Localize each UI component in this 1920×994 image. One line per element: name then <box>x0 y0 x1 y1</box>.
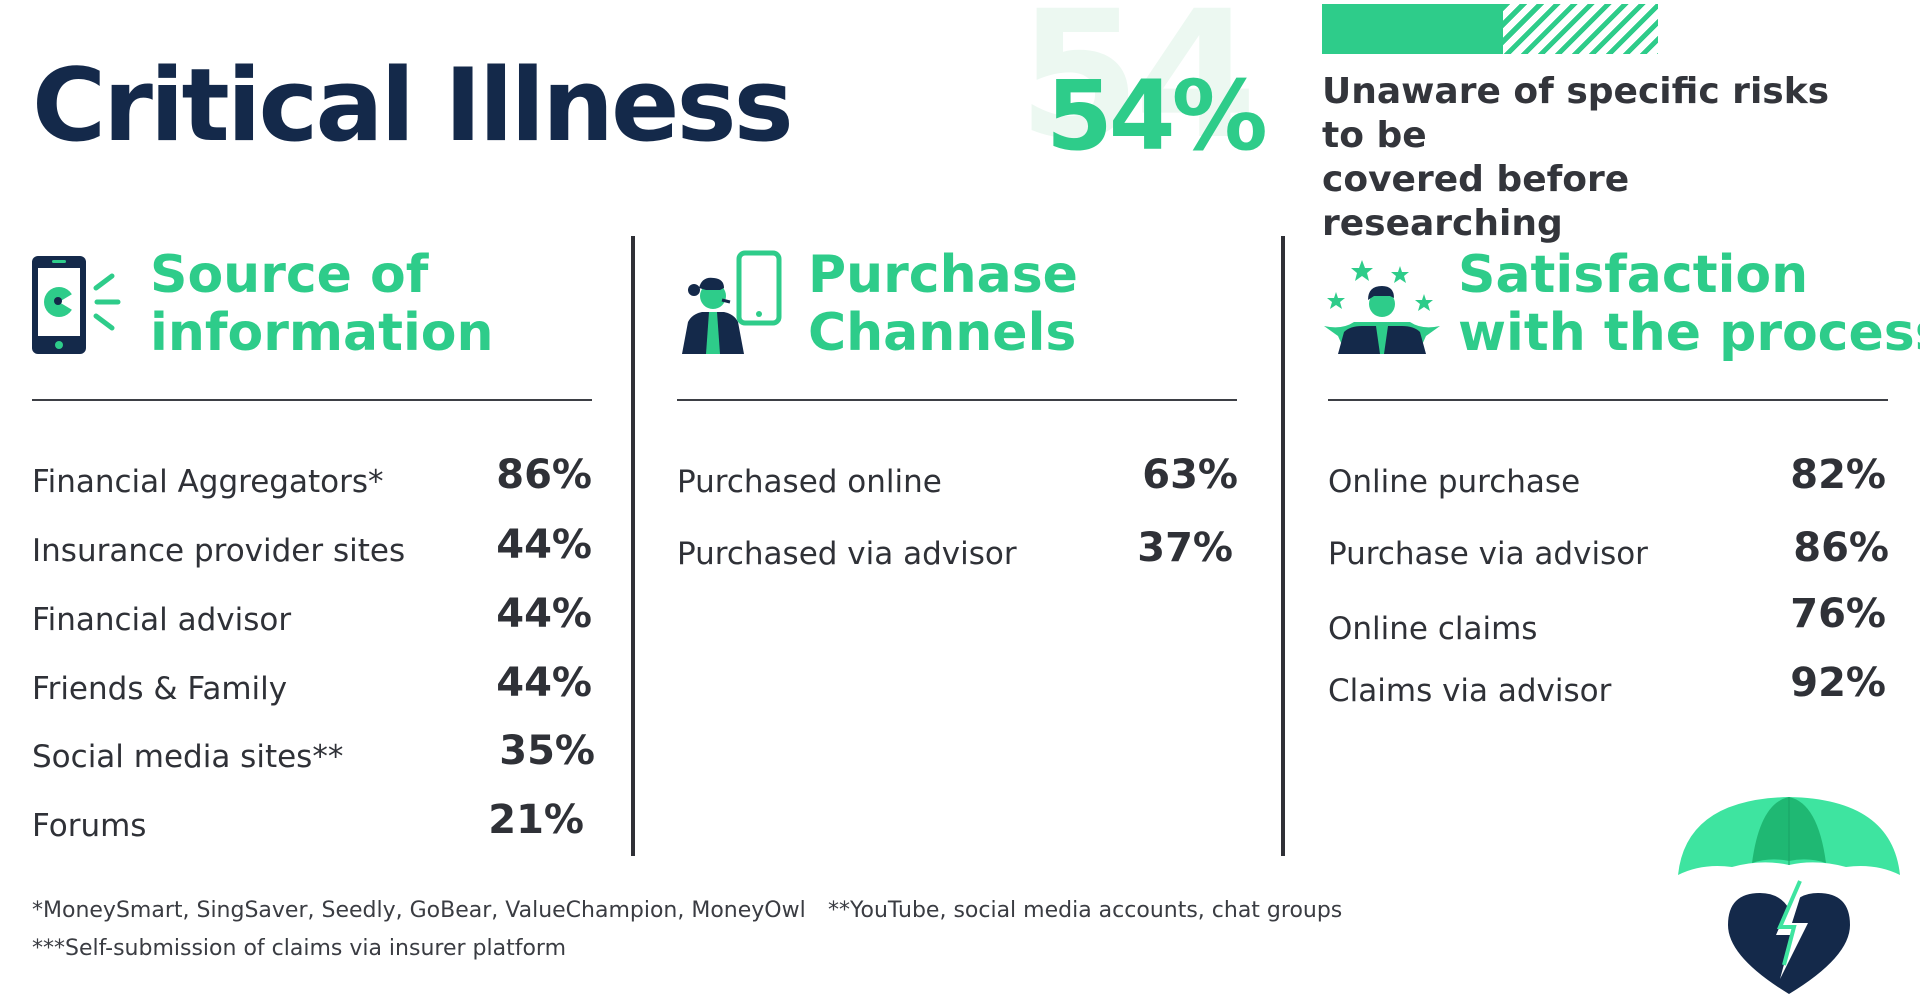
purchase-row-value: 63% <box>1142 452 1238 498</box>
highlight-caption: Unaware of specific risks to be covered … <box>1322 70 1882 246</box>
purchase-row-label: Purchased online <box>677 464 942 500</box>
section-heading-source: Source of information <box>150 245 494 363</box>
footnote-claims: ***Self-submission of claims via insurer… <box>32 936 567 961</box>
background-number: 54 <box>1018 0 1257 178</box>
section-heading-purchase: Purchase Channels <box>808 245 1078 363</box>
source-row-label: Social media sites** <box>32 739 344 775</box>
satisfaction-row-value: 82% <box>1790 452 1886 498</box>
section-underline <box>677 399 1237 401</box>
page-title: Critical Illness <box>32 46 794 164</box>
source-row-label: Financial advisor <box>32 602 292 638</box>
person-stars-icon <box>1324 260 1440 354</box>
satisfaction-row-label: Online purchase <box>1328 464 1581 500</box>
purchase-row-label: Purchased via advisor <box>677 536 1017 572</box>
satisfaction-row-label: Online claims <box>1328 611 1538 647</box>
satisfaction-row-value: 86% <box>1793 525 1889 571</box>
source-row-value: 21% <box>488 797 584 843</box>
source-row-label: Friends & Family <box>32 671 288 707</box>
source-row-label: Insurance provider sites <box>32 533 406 569</box>
highlight-stat: 54% <box>1046 60 1268 172</box>
satisfaction-row-value: 92% <box>1790 660 1886 706</box>
highlight-progress-bar <box>1322 4 1658 54</box>
section-heading-satisfaction: Satisfaction with the process <box>1458 245 1920 363</box>
source-row-label: Financial Aggregators* <box>32 464 384 500</box>
satisfaction-row-label: Claims via advisor <box>1328 673 1612 709</box>
purchase-row-value: 37% <box>1137 525 1233 571</box>
phone-megaphone-icon <box>32 256 121 354</box>
satisfaction-row-label: Purchase via advisor <box>1328 536 1648 572</box>
column-divider <box>1281 236 1285 856</box>
source-row-value: 44% <box>496 591 592 637</box>
footnote-aggregators: *MoneySmart, SingSaver, Seedly, GoBear, … <box>32 898 806 923</box>
source-row-value: 44% <box>496 660 592 706</box>
source-row-label: Forums <box>32 808 147 844</box>
highlight-progress-fill <box>1322 4 1504 54</box>
footnote-social: **YouTube, social media accounts, chat g… <box>828 898 1343 923</box>
umbrella-heart-icon <box>1678 797 1900 994</box>
section-underline <box>1328 399 1888 401</box>
highlight-progress-remainder <box>1503 4 1658 54</box>
highlight-caption-line2: covered before researching <box>1322 159 1630 244</box>
source-row-value: 35% <box>499 728 595 774</box>
highlight-caption-line1: Unaware of specific risks to be <box>1322 71 1830 156</box>
person-phone-icon <box>682 250 782 354</box>
source-row-value: 44% <box>496 522 592 568</box>
section-underline <box>32 399 592 401</box>
satisfaction-row-value: 76% <box>1790 591 1886 637</box>
source-row-value: 86% <box>496 452 592 498</box>
column-divider <box>631 236 635 856</box>
